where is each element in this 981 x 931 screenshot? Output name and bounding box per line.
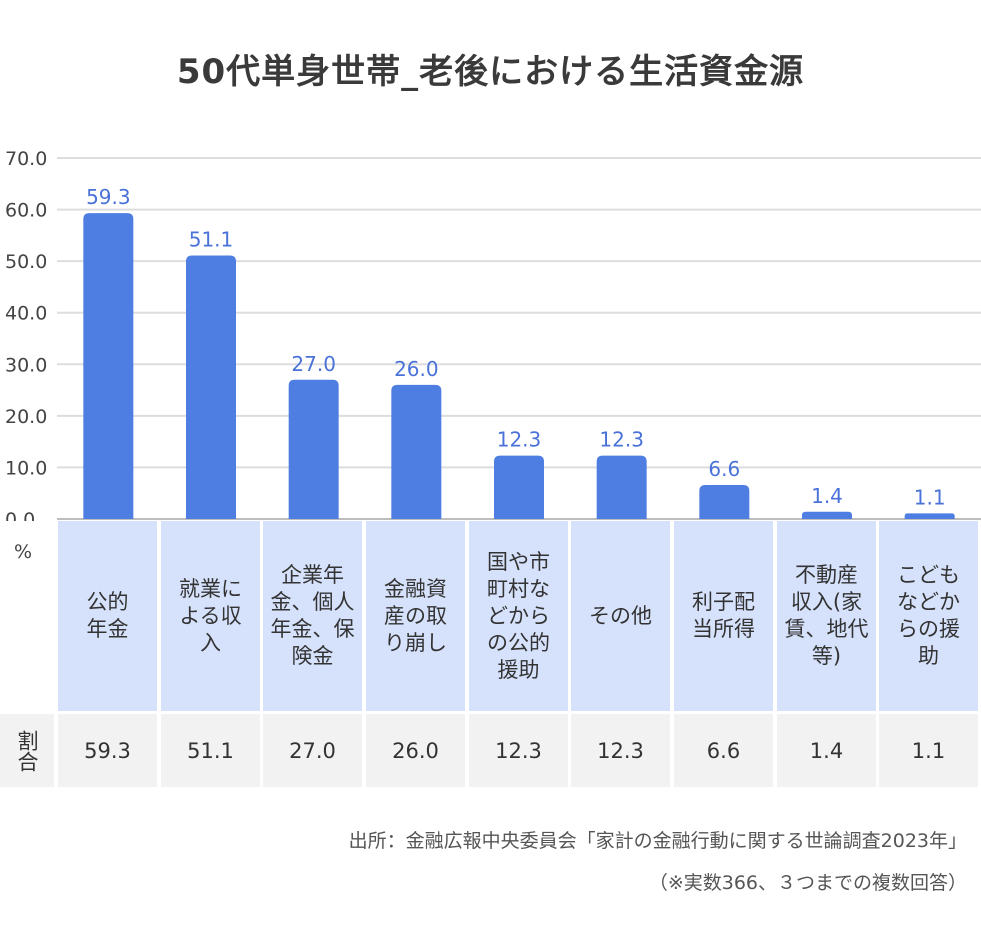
y-tick-label: 10.0: [5, 457, 47, 479]
category-cell: 企業年 金、個人 年金、保 険金: [263, 521, 362, 711]
value-cell: 1.4: [777, 714, 876, 787]
value-cell: 26.0: [366, 714, 465, 787]
category-cell: 国や市 町村な どから の公的 援助: [469, 521, 568, 711]
category-label: 就業に よる収入: [179, 576, 242, 655]
y-tick-label: 0.0: [5, 509, 35, 521]
bar-value-label: 26.0: [394, 357, 439, 381]
value-labels: 59.3 51.1 27.0 26.0 12.3 12.3 6.6 1.4 1.1: [86, 185, 946, 509]
y-tick-label: 40.0: [5, 303, 47, 325]
bar: [699, 484, 750, 519]
bar-value-label: 27.0: [291, 352, 336, 376]
chart-title: 50代単身世帯_老後における生活資金源: [176, 52, 805, 92]
value-cell: 12.3: [571, 714, 670, 787]
note-text: （※実数366、３つまでの複数回答）: [648, 872, 967, 894]
unit-label: %: [14, 541, 33, 563]
bar-chart: 0.0 10.0 20.0 30.0 40.0 50.0 60.0 70.0 59.3 51.1…: [5, 148, 981, 521]
value-cell: 6.6: [674, 714, 773, 787]
category-label: その他: [589, 603, 652, 628]
category-label: 企業年 金、個人 年金、保 険金: [270, 563, 355, 668]
bar: [596, 455, 647, 519]
y-tick-label: 30.0: [5, 354, 47, 376]
bar: [186, 255, 236, 519]
category-label: こども などか らの援助: [897, 563, 960, 668]
y-tick-label: 50.0: [5, 251, 47, 273]
category-cell: 不動産 収入(家 賃、地代 等): [777, 521, 876, 711]
category-cell: 利子配 当所得: [674, 521, 773, 711]
bar: [904, 513, 955, 519]
category-cell: 公的 年金: [58, 521, 157, 711]
value-cell: 51.1: [161, 714, 260, 787]
bar-value-label: 51.1: [189, 227, 234, 251]
value-cell: 1.1: [879, 714, 978, 787]
category-label: 公的 年金: [86, 590, 129, 641]
bar: [494, 455, 544, 519]
category-label: 利子配 当所得: [692, 590, 755, 641]
bar-value-label: 1.1: [914, 485, 946, 509]
category-cell: 就業に よる収入: [161, 521, 260, 711]
category-label: 不動産 収入(家 賃、地代 等): [784, 563, 869, 668]
category-cell: 金融資 産の取 り崩し: [366, 521, 465, 711]
y-tick-label: 70.0: [5, 148, 47, 170]
bar-value-label: 6.6: [708, 457, 740, 481]
value-cell: 12.3: [469, 714, 568, 787]
bar-value-label: 12.3: [599, 428, 644, 452]
bar-value-label: 1.4: [811, 484, 843, 508]
bar: [83, 213, 134, 519]
y-axis-ticks: 0.0 10.0 20.0 30.0 40.0 50.0 60.0 70.0: [5, 148, 47, 521]
bar: [802, 511, 852, 519]
y-tick-label: 20.0: [5, 406, 47, 428]
y-tick-label: 60.0: [5, 200, 47, 222]
bar-value-label: 12.3: [497, 428, 542, 452]
value-cell: 59.3: [58, 714, 157, 787]
row-header: 割合: [0, 714, 54, 787]
category-label: 金融資 産の取 り崩し: [384, 576, 447, 655]
bar: [288, 379, 339, 519]
source-text: 出所：金融広報中央委員会「家計の金融行動に関する世論調査2023年」: [348, 830, 967, 852]
category-cell: こども などか らの援助: [879, 521, 978, 711]
bar-value-label: 59.3: [86, 185, 131, 209]
bars: [83, 213, 955, 519]
category-cell: その他: [571, 521, 670, 711]
bar: [391, 384, 442, 519]
category-label: 国や市 町村な どから の公的 援助: [487, 549, 550, 682]
value-cell: 27.0: [263, 714, 362, 787]
